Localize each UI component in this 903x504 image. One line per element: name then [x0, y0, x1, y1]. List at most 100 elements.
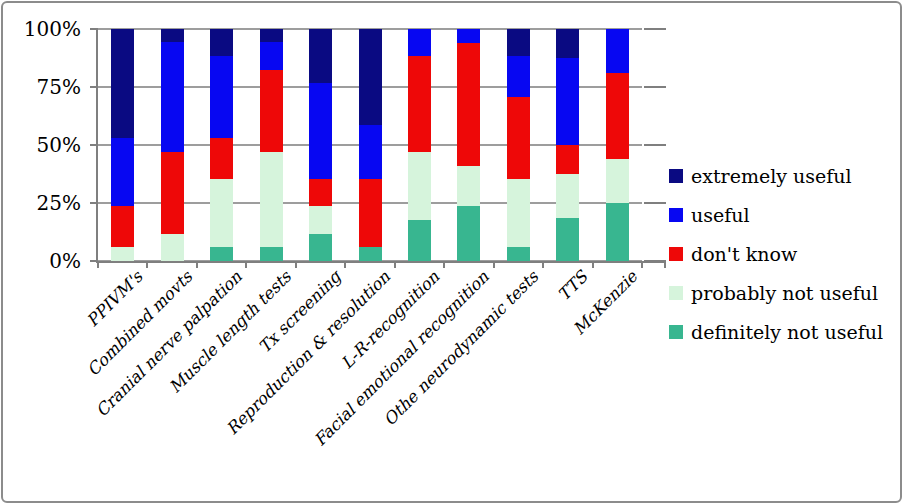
x-axis-tick — [146, 261, 148, 268]
bar-segment-extremely-useful — [111, 29, 134, 138]
y-tick-label: 0% — [3, 249, 81, 273]
bar-segment-useful — [309, 83, 332, 179]
bar-segment-extremely-useful — [210, 29, 233, 56]
x-axis-line — [96, 261, 666, 263]
bar-segment-don-t-know — [359, 179, 382, 247]
bar-segment-probably-not-useful — [507, 179, 530, 247]
bar-segment-probably-not-useful — [111, 247, 134, 261]
legend-label: probably not useful — [691, 281, 878, 305]
bar-segment-useful — [111, 138, 134, 206]
legend-item: don't know — [669, 242, 883, 266]
bar-segment-useful — [359, 125, 382, 180]
bar-segment-extremely-useful — [260, 29, 283, 42]
bar-muscle-length-tests — [260, 29, 283, 261]
legend-swatch-icon — [669, 286, 683, 300]
bar-facial-emotional-recognition — [457, 29, 480, 261]
bar-segment-definitely-not-useful — [606, 203, 629, 261]
legend-swatch-icon — [669, 325, 683, 339]
bar-segment-definitely-not-useful — [408, 220, 431, 261]
bar-othe-neurodynamic-tests — [507, 29, 530, 261]
bar-segment-probably-not-useful — [457, 166, 480, 207]
bar-segment-useful — [457, 29, 480, 43]
x-axis-tick — [295, 261, 297, 268]
bar-segment-don-t-know — [556, 145, 579, 174]
x-category-label: TTS — [555, 268, 592, 305]
bar-cranial-nerve-palpation — [210, 29, 233, 261]
y-axis-line — [96, 29, 98, 261]
x-axis-tick — [196, 261, 198, 268]
bar-segment-definitely-not-useful — [260, 247, 283, 261]
y-tick-label: 100% — [3, 17, 81, 41]
bar-segment-useful — [161, 42, 184, 151]
bar-segment-useful — [556, 58, 579, 145]
bar-segment-useful — [408, 29, 431, 56]
bar-segment-extremely-useful — [359, 29, 382, 125]
bar-segment-don-t-know — [408, 56, 431, 152]
bar-l-r-recognition — [408, 29, 431, 261]
bar-segment-extremely-useful — [507, 29, 530, 56]
plot-area — [98, 29, 642, 261]
legend: extremely useful useful don't know probably… — [669, 164, 883, 359]
legend-swatch-icon — [669, 208, 683, 222]
x-axis-tick — [542, 261, 544, 268]
bar-segment-don-t-know — [210, 138, 233, 179]
y-tick-label: 25% — [3, 191, 81, 215]
bar-segment-useful — [507, 56, 530, 97]
bar-segment-extremely-useful — [161, 29, 184, 42]
right-axis-tick — [644, 86, 666, 88]
bar-segment-probably-not-useful — [556, 174, 579, 218]
bar-segment-useful — [606, 29, 629, 73]
legend-swatch-icon — [669, 169, 683, 183]
bar-segment-definitely-not-useful — [457, 206, 480, 261]
legend-item: probably not useful — [669, 281, 883, 305]
bar-segment-probably-not-useful — [309, 206, 332, 233]
right-axis-tick — [644, 144, 666, 146]
legend-label: useful — [691, 203, 750, 227]
y-tick-label: 50% — [3, 133, 81, 157]
x-axis-tick — [394, 261, 396, 268]
y-tick-label: 75% — [3, 75, 81, 99]
bar-tx-screening — [309, 29, 332, 261]
x-axis-tick — [592, 261, 594, 268]
legend-label: don't know — [691, 242, 797, 266]
legend-item: definitely not useful — [669, 320, 883, 344]
bar-segment-probably-not-useful — [408, 152, 431, 220]
bar-tts — [556, 29, 579, 261]
bar-segment-definitely-not-useful — [556, 218, 579, 261]
bar-segment-probably-not-useful — [260, 152, 283, 248]
chart-frame: 100%75%50%25%0% PPIVM'sCombined movtsCra… — [1, 1, 902, 503]
bar-segment-extremely-useful — [556, 29, 579, 58]
legend-label: extremely useful — [691, 164, 852, 188]
bar-segment-definitely-not-useful — [507, 247, 530, 261]
bar-segment-useful — [260, 42, 283, 69]
legend-swatch-icon — [669, 247, 683, 261]
bar-ppivm-s — [111, 29, 134, 261]
legend-item: useful — [669, 203, 883, 227]
bar-segment-don-t-know — [457, 43, 480, 166]
x-axis-tick — [97, 261, 99, 268]
bar-segment-definitely-not-useful — [210, 247, 233, 261]
bar-segment-probably-not-useful — [161, 234, 184, 261]
x-axis-tick — [245, 261, 247, 268]
bar-combined-movts — [161, 29, 184, 261]
bar-segment-extremely-useful — [309, 29, 332, 83]
bar-segment-probably-not-useful — [210, 179, 233, 247]
bar-segment-don-t-know — [161, 152, 184, 234]
bar-mckenzie — [606, 29, 629, 261]
bar-segment-don-t-know — [111, 206, 134, 247]
bar-segment-don-t-know — [260, 70, 283, 152]
x-axis-tick — [641, 261, 643, 268]
legend-label: definitely not useful — [691, 320, 883, 344]
bar-segment-useful — [210, 56, 233, 138]
bar-segment-probably-not-useful — [606, 159, 629, 203]
bar-reproduction-resolution — [359, 29, 382, 261]
bar-segment-definitely-not-useful — [359, 247, 382, 261]
right-axis-tick — [644, 202, 666, 204]
legend-item: extremely useful — [669, 164, 883, 188]
x-axis-tick — [344, 261, 346, 268]
x-axis-tick — [493, 261, 495, 268]
x-axis-end-tick — [664, 261, 666, 268]
bar-segment-don-t-know — [507, 97, 530, 179]
right-axis-tick — [644, 28, 666, 30]
x-axis-tick — [443, 261, 445, 268]
